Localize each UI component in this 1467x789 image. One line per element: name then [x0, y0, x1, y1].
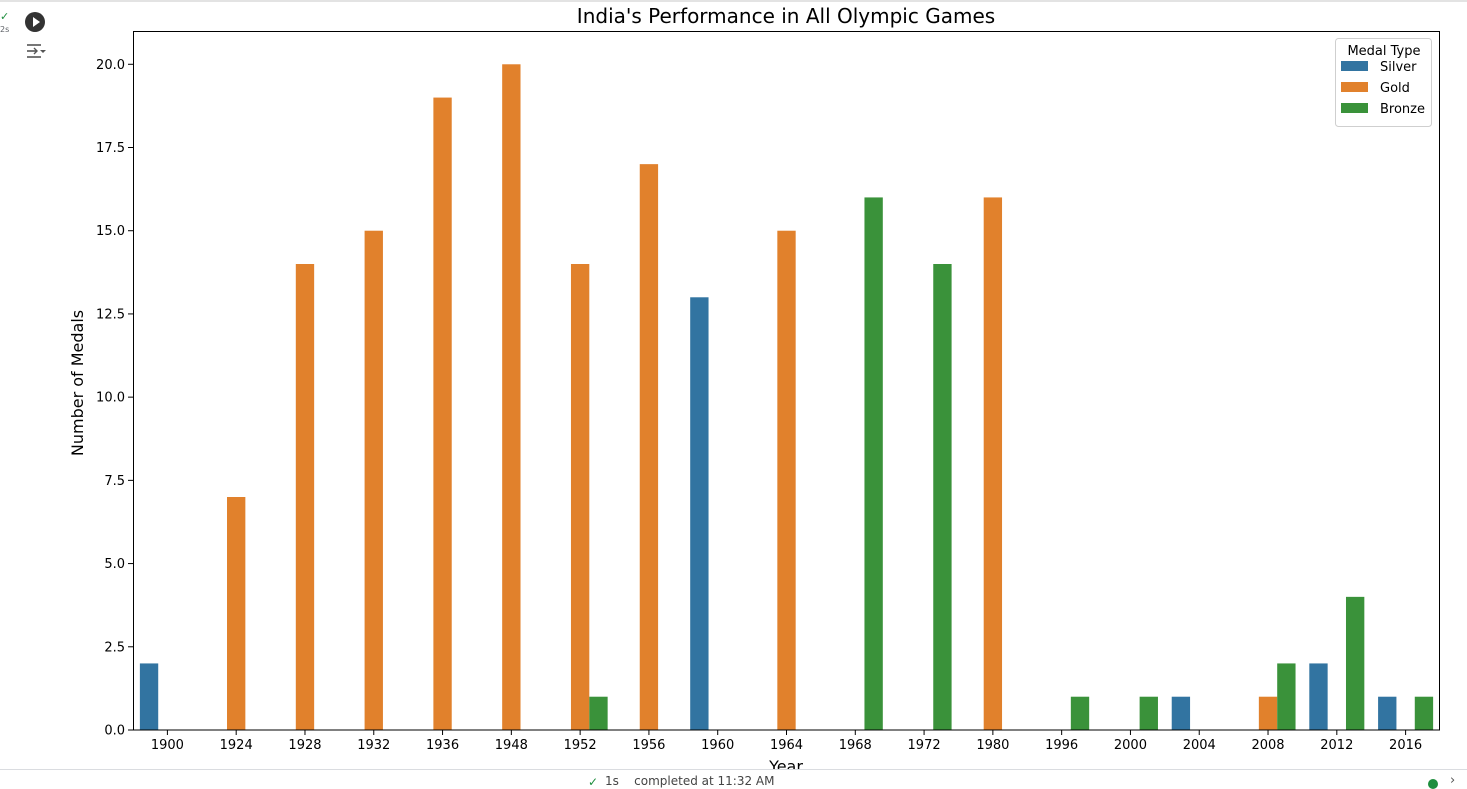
x-tick-label: 2004 [1183, 738, 1216, 753]
x-tick-label: 1960 [701, 738, 734, 753]
bar-gold-1928 [295, 264, 315, 730]
output-options-icon[interactable] [25, 42, 47, 60]
legend: Medal Type Silver Gold Bronze [1335, 38, 1432, 127]
y-axis-label: Number of Medals [68, 310, 87, 456]
y-tick-label: 12.5 [96, 307, 125, 322]
run-cell-button[interactable] [25, 12, 45, 32]
bar-gold-1948 [502, 64, 521, 731]
x-tick-label: 2012 [1320, 738, 1353, 753]
bar-bronze-1968 [864, 197, 883, 730]
bar-gold-1924 [227, 497, 246, 730]
x-tick-label: 1972 [908, 738, 941, 753]
bar-bronze-2016 [1414, 696, 1434, 730]
legend-label-gold: Gold [1380, 81, 1410, 96]
bar-gold-1964 [777, 230, 796, 730]
x-tick-label: 1928 [288, 738, 321, 753]
y-tick-label: 0.0 [104, 724, 125, 739]
connection-status-icon [1428, 779, 1438, 789]
x-tick-label: 2008 [1251, 738, 1284, 753]
plot-frame [133, 31, 1440, 731]
y-ticks-group: 0.0 2.5 5.0 7.5 10.0 12.5 15.0 17.5 20.0 [96, 58, 133, 739]
y-tick-label: 15.0 [96, 224, 125, 239]
x-tick-label: 1980 [976, 738, 1009, 753]
x-tick-label: 1932 [357, 738, 390, 753]
status-bar-text: 1s completed at 11:32 AM [605, 774, 775, 788]
status-bar-check-icon: ✓ [588, 775, 599, 789]
x-tick-label: 1900 [151, 738, 184, 753]
y-tick-label: 7.5 [104, 474, 125, 489]
x-tick-label: 1996 [1045, 738, 1078, 753]
bar-gold-1936 [433, 97, 452, 731]
bar-silver-1900 [139, 663, 159, 730]
execution-status-check-icon: ✓ [0, 10, 10, 23]
bar-gold-1980 [983, 197, 1003, 730]
y-tick-label: 17.5 [96, 141, 125, 156]
bar-bronze-1972 [933, 264, 952, 730]
status-bar: ✓ 1s completed at 11:32 AM › [0, 769, 1467, 789]
x-tick-label: 2016 [1389, 738, 1422, 753]
legend-label-silver: Silver [1380, 60, 1417, 75]
execution-time: 2s [0, 25, 10, 34]
x-tick-label: 1964 [770, 738, 803, 753]
x-tick-label: 1952 [564, 738, 597, 753]
y-tick-label: 5.0 [104, 557, 125, 572]
bar-gold-2008 [1258, 696, 1278, 730]
bar-bronze-1996 [1070, 696, 1090, 730]
y-tick-label: 2.5 [104, 640, 125, 655]
legend-label-bronze: Bronze [1380, 102, 1425, 117]
bar-bronze-1952 [589, 696, 608, 730]
x-tick-label: 1968 [839, 738, 872, 753]
bar-bronze-2000 [1139, 696, 1158, 730]
y-tick-label: 10.0 [96, 391, 125, 406]
bars-group [139, 64, 1434, 731]
legend-title: Medal Type [1347, 44, 1420, 59]
legend-swatch-gold [1341, 82, 1368, 92]
bar-gold-1956 [639, 164, 659, 731]
bar-silver-2004 [1171, 696, 1191, 730]
x-tick-label: 2000 [1114, 738, 1147, 753]
bar-bronze-2012 [1345, 596, 1365, 730]
chevron-right-icon[interactable]: › [1450, 773, 1456, 788]
x-tick-label: 1936 [426, 738, 459, 753]
x-tick-label: 1948 [495, 738, 528, 753]
y-tick-label: 20.0 [96, 58, 125, 73]
bar-silver-1960 [690, 297, 709, 730]
top-divider [0, 0, 1467, 2]
bar-bronze-2008 [1277, 663, 1296, 730]
x-ticks-group: 1900 1924 1928 1932 1936 1948 1952 1956 1960 1964… [151, 730, 1422, 753]
x-tick-label: 1956 [632, 738, 665, 753]
legend-swatch-bronze [1341, 103, 1368, 113]
bar-gold-1952 [570, 264, 590, 730]
bar-silver-2012 [1309, 663, 1328, 730]
bar-silver-2016 [1378, 696, 1397, 730]
bar-gold-1932 [364, 230, 383, 730]
chart-title: India's Performance in All Olympic Games [577, 4, 995, 28]
cell-gutter: ✓ 2s [0, 0, 50, 783]
legend-swatch-silver [1341, 61, 1368, 71]
x-tick-label: 1924 [220, 738, 253, 753]
